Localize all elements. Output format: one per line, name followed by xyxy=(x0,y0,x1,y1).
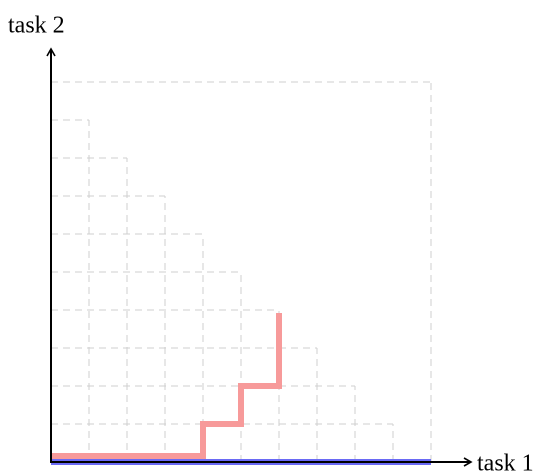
red-path xyxy=(51,313,282,459)
dashed-grid xyxy=(51,81,432,462)
x-axis-label: task 1 xyxy=(477,451,534,476)
y-axis-label: task 2 xyxy=(8,13,65,39)
